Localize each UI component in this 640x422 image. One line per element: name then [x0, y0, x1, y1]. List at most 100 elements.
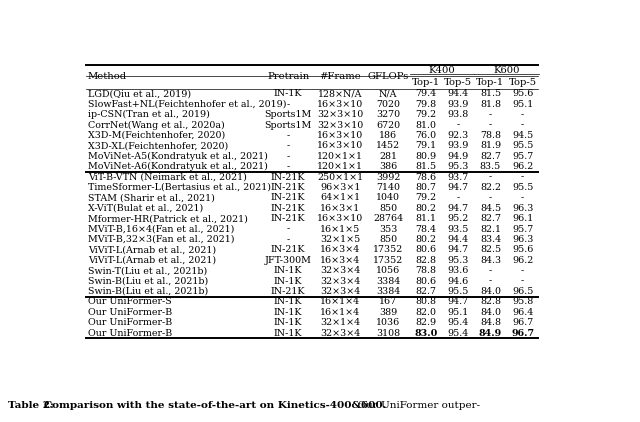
Text: 82.7: 82.7 — [480, 152, 501, 161]
Text: SlowFast+NL(Feichtenhofer et al., 2019): SlowFast+NL(Feichtenhofer et al., 2019) — [88, 100, 287, 109]
Text: 93.6: 93.6 — [447, 266, 469, 275]
Text: 850: 850 — [379, 235, 397, 244]
Text: 1036: 1036 — [376, 318, 400, 327]
Text: -: - — [287, 152, 290, 161]
Text: 81.1: 81.1 — [415, 214, 436, 223]
Text: IN-1K: IN-1K — [274, 89, 302, 98]
Text: 16×1×5: 16×1×5 — [320, 225, 360, 233]
Text: IN-21K: IN-21K — [271, 287, 305, 296]
Text: 78.8: 78.8 — [415, 266, 436, 275]
Text: Method: Method — [88, 73, 127, 81]
Text: 94.5: 94.5 — [512, 131, 533, 140]
Text: 95.6: 95.6 — [512, 245, 533, 254]
Text: X3D-M(Feichtenhofer, 2020): X3D-M(Feichtenhofer, 2020) — [88, 131, 225, 140]
Text: 81.5: 81.5 — [480, 89, 501, 98]
Text: 80.9: 80.9 — [415, 152, 436, 161]
Text: 95.5: 95.5 — [447, 287, 469, 296]
Text: 92.3: 92.3 — [447, 131, 469, 140]
Text: ViT-B-VTN (Neimark et al., 2021): ViT-B-VTN (Neimark et al., 2021) — [88, 173, 247, 181]
Text: 82.1: 82.1 — [480, 225, 501, 233]
Text: Top-1: Top-1 — [412, 78, 440, 87]
Text: -: - — [521, 173, 524, 181]
Text: 3384: 3384 — [376, 287, 400, 296]
Text: 3992: 3992 — [376, 173, 400, 181]
Text: 94.6: 94.6 — [447, 276, 469, 286]
Text: -: - — [489, 193, 492, 202]
Text: IN-1K: IN-1K — [274, 266, 302, 275]
Text: 94.7: 94.7 — [447, 298, 468, 306]
Text: Mformer-HR(Patrick et al., 2021): Mformer-HR(Patrick et al., 2021) — [88, 214, 248, 223]
Text: 95.7: 95.7 — [512, 152, 533, 161]
Text: 16×3×10: 16×3×10 — [317, 131, 364, 140]
Text: ViViT-L(Arnab et al., 2021): ViViT-L(Arnab et al., 2021) — [88, 245, 216, 254]
Text: 93.7: 93.7 — [447, 173, 469, 181]
Text: 79.8: 79.8 — [415, 100, 436, 109]
Text: 1452: 1452 — [376, 141, 400, 150]
Text: 94.9: 94.9 — [447, 152, 469, 161]
Text: 79.4: 79.4 — [415, 89, 436, 98]
Text: Table 2:: Table 2: — [8, 401, 57, 411]
Text: 79.2: 79.2 — [415, 193, 436, 202]
Text: 79.1: 79.1 — [415, 141, 436, 150]
Text: 32×3×4: 32×3×4 — [320, 266, 360, 275]
Text: 32×3×10: 32×3×10 — [317, 121, 364, 130]
Text: 82.2: 82.2 — [480, 183, 501, 192]
Text: K400: K400 — [429, 66, 456, 75]
Text: 32×3×4: 32×3×4 — [320, 287, 360, 296]
Text: 84.0: 84.0 — [480, 308, 501, 317]
Text: K600: K600 — [493, 66, 520, 75]
Text: IN-1K: IN-1K — [274, 308, 302, 317]
Text: -: - — [287, 141, 290, 150]
Text: 80.7: 80.7 — [415, 183, 436, 192]
Text: 64×1×1: 64×1×1 — [320, 193, 360, 202]
Text: 1056: 1056 — [376, 266, 400, 275]
Text: 32×1×5: 32×1×5 — [320, 235, 360, 244]
Text: Our UniFormer-B: Our UniFormer-B — [88, 308, 172, 317]
Text: 82.7: 82.7 — [415, 287, 436, 296]
Text: Our UniFormer-B: Our UniFormer-B — [88, 318, 172, 327]
Text: -: - — [521, 276, 524, 286]
Text: Our UniFormer-S: Our UniFormer-S — [88, 298, 172, 306]
Text: 7020: 7020 — [376, 100, 400, 109]
Text: IN-21K: IN-21K — [271, 183, 305, 192]
Text: -: - — [521, 121, 524, 130]
Text: 78.4: 78.4 — [415, 225, 436, 233]
Text: 84.3: 84.3 — [480, 256, 501, 265]
Text: 95.4: 95.4 — [447, 318, 469, 327]
Text: 16×3×10: 16×3×10 — [317, 100, 364, 109]
Text: MoViNet-A6(Kondratyuk et al., 2021): MoViNet-A6(Kondratyuk et al., 2021) — [88, 162, 268, 171]
Text: 95.4: 95.4 — [447, 328, 469, 338]
Text: 80.6: 80.6 — [415, 276, 436, 286]
Text: -: - — [521, 110, 524, 119]
Text: 128×N/A: 128×N/A — [318, 89, 362, 98]
Text: IN-1K: IN-1K — [274, 298, 302, 306]
Text: 32×3×4: 32×3×4 — [320, 328, 360, 338]
Text: 16×3×1: 16×3×1 — [320, 204, 360, 213]
Text: 84.9: 84.9 — [479, 328, 502, 338]
Text: -: - — [456, 193, 460, 202]
Text: Top-1: Top-1 — [476, 78, 504, 87]
Text: 83.4: 83.4 — [480, 235, 501, 244]
Text: 81.0: 81.0 — [415, 121, 436, 130]
Text: #Frame: #Frame — [319, 73, 361, 81]
Text: 84.0: 84.0 — [480, 287, 501, 296]
Text: -: - — [489, 173, 492, 181]
Text: -: - — [287, 100, 290, 109]
Text: Sports1M: Sports1M — [264, 121, 312, 130]
Text: MoViNet-A5(Kondratyuk et al., 2021): MoViNet-A5(Kondratyuk et al., 2021) — [88, 151, 268, 161]
Text: 93.5: 93.5 — [447, 225, 469, 233]
Text: 95.6: 95.6 — [512, 89, 533, 98]
Text: 850: 850 — [379, 204, 397, 213]
Text: 82.5: 82.5 — [480, 245, 501, 254]
Text: ViViT-L(Arnab et al., 2021): ViViT-L(Arnab et al., 2021) — [88, 256, 216, 265]
Text: 95.1: 95.1 — [447, 308, 469, 317]
Text: N/A: N/A — [379, 89, 397, 98]
Text: Our UniFormer-B: Our UniFormer-B — [88, 328, 172, 338]
Text: -: - — [287, 131, 290, 140]
Text: 16×3×4: 16×3×4 — [320, 245, 360, 254]
Text: X-ViT(Bulat et al., 2021): X-ViT(Bulat et al., 2021) — [88, 204, 203, 213]
Text: 16×3×10: 16×3×10 — [317, 214, 364, 223]
Text: IN-21K: IN-21K — [271, 214, 305, 223]
Text: 93.9: 93.9 — [447, 100, 469, 109]
Text: Sports1M: Sports1M — [264, 110, 312, 119]
